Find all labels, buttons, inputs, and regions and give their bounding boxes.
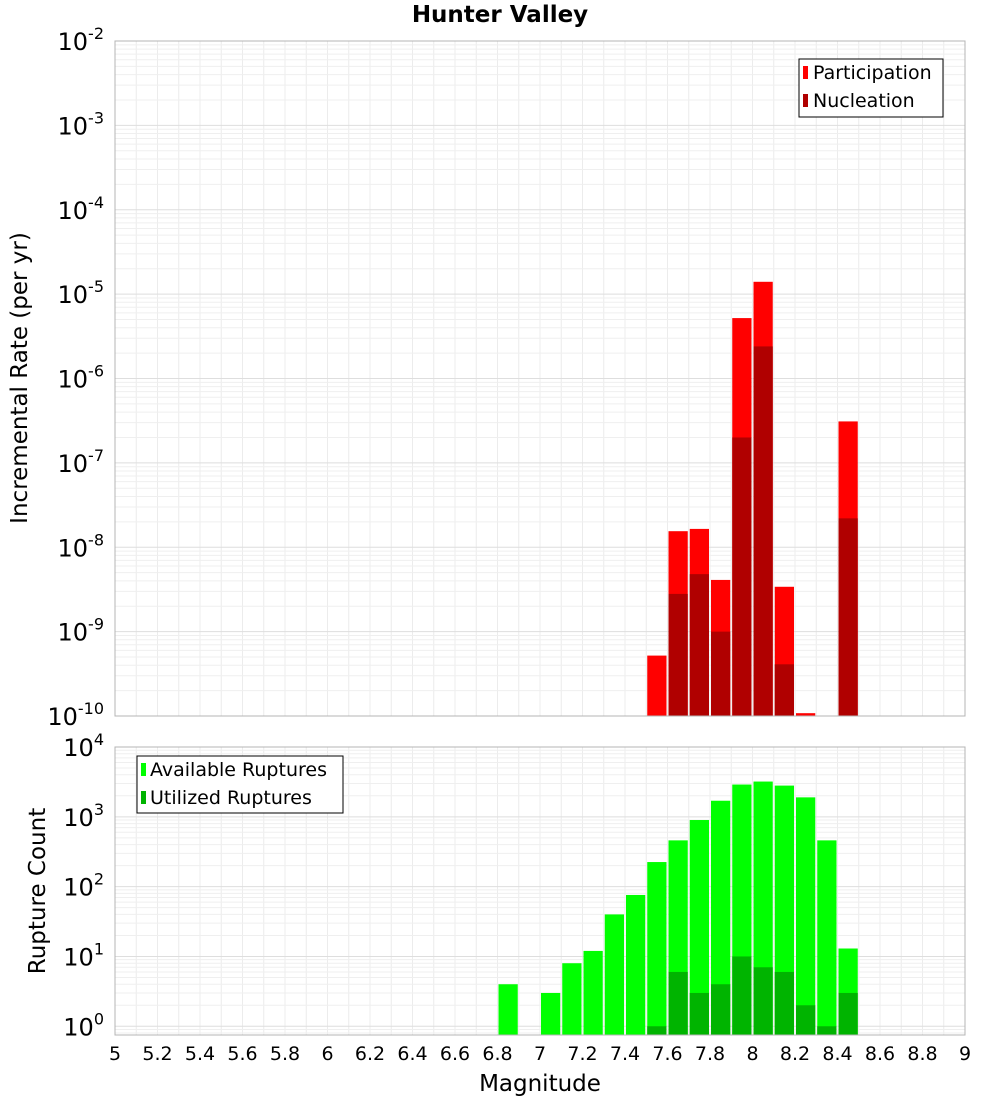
top-y-tick-labels: 10-2 10-3 10-4 10-5 10-6 10-7 10-8 10-9 10-10 <box>47 24 104 731</box>
x-tick-label: 8 <box>746 1043 758 1065</box>
x-tick-label: 8.4 <box>822 1043 852 1065</box>
bottom-legend: Available Ruptures Utilized Ruptures <box>136 755 344 814</box>
y-tick-label: 102 <box>63 870 104 902</box>
y-tick-label: 10-6 <box>58 362 105 394</box>
bar-available-ruptures <box>541 992 561 1035</box>
x-tick-label: 6 <box>321 1043 333 1065</box>
bar-available-ruptures <box>498 984 518 1035</box>
bar-available-ruptures <box>689 820 709 1035</box>
bar-participation <box>796 713 816 716</box>
bar-available-ruptures <box>711 800 731 1035</box>
bar-nucleation <box>753 346 773 716</box>
y-tick-label: 100 <box>63 1009 104 1041</box>
x-tick-label: 7.8 <box>695 1043 725 1065</box>
bottom-y-axis-label: Rupture Count <box>25 808 51 974</box>
bar-utilized-ruptures <box>774 971 794 1035</box>
y-tick-label: 10-4 <box>58 193 105 225</box>
legend-label-utilized: Utilized Ruptures <box>150 787 312 809</box>
bar-available-ruptures <box>604 914 624 1035</box>
bar-available-ruptures <box>647 862 667 1035</box>
bar-available-ruptures <box>583 950 603 1035</box>
bar-participation <box>647 655 667 716</box>
x-tick-label: 5.6 <box>227 1043 257 1065</box>
x-tick-label: 6.6 <box>440 1043 470 1065</box>
bar-nucleation <box>668 593 688 716</box>
y-tick-label: 10-2 <box>58 24 105 56</box>
top-legend-box <box>798 58 944 118</box>
legend-swatch-participation <box>803 66 808 79</box>
bar-nucleation <box>838 518 858 716</box>
x-tick-label: 5.4 <box>185 1043 215 1065</box>
bar-utilized-ruptures <box>711 984 731 1035</box>
y-tick-label: 104 <box>63 730 104 762</box>
y-tick-label: 101 <box>63 939 104 971</box>
bar-utilized-ruptures <box>732 956 752 1035</box>
bottom-y-tick-labels: 104 103 102 101 100 <box>63 730 104 1041</box>
bar-nucleation <box>732 437 752 716</box>
bar-available-ruptures <box>626 894 646 1035</box>
y-tick-label: 10-3 <box>58 108 105 140</box>
bottom-bars <box>498 781 858 1035</box>
x-tick-label: 5 <box>109 1043 121 1065</box>
x-tick-label: 7.6 <box>652 1043 682 1065</box>
bar-available-ruptures <box>796 797 816 1035</box>
x-tick-labels: 5 5.2 5.4 5.6 5.8 6 6.2 6.4 6.6 6.8 7 7.2 7.4 7.6 7.8 8… <box>109 1043 971 1065</box>
x-tick-label: 7.2 <box>567 1043 597 1065</box>
x-tick-label: 5.8 <box>270 1043 300 1065</box>
x-tick-label: 7 <box>534 1043 546 1065</box>
y-tick-label: 10-7 <box>58 446 105 478</box>
bar-utilized-ruptures <box>647 1026 667 1035</box>
bar-nucleation <box>774 664 794 716</box>
top-plot-frame <box>114 40 966 717</box>
y-tick-label: 10-5 <box>58 277 105 309</box>
x-tick-label: 8.8 <box>907 1043 937 1065</box>
bar-available-ruptures <box>562 963 582 1035</box>
x-tick-label: 5.2 <box>142 1043 172 1065</box>
legend-swatch-utilized <box>141 791 146 804</box>
bottom-legend-box <box>136 755 344 814</box>
x-axis-label: Magnitude <box>479 1071 601 1097</box>
top-legend: Participation Nucleation <box>798 58 944 118</box>
y-tick-label: 10-10 <box>47 699 104 731</box>
x-tick-label: 8.6 <box>865 1043 895 1065</box>
bar-utilized-ruptures <box>668 971 688 1035</box>
x-tick-label: 6.8 <box>482 1043 512 1065</box>
bar-nucleation <box>689 574 709 716</box>
legend-label-available: Available Ruptures <box>150 759 327 781</box>
legend-label-nucleation: Nucleation <box>813 90 915 112</box>
y-tick-label: 10-8 <box>58 530 105 562</box>
x-tick-label: 7.4 <box>610 1043 640 1065</box>
bar-utilized-ruptures <box>689 992 709 1035</box>
bottom-plot-frame <box>114 746 966 1036</box>
bar-utilized-ruptures <box>838 992 858 1035</box>
x-tick-label: 9 <box>959 1043 971 1065</box>
top-panel: 10-2 10-3 10-4 10-5 10-6 10-7 10-8 10-9 10-10 In… <box>7 24 966 731</box>
top-grid <box>114 40 966 717</box>
y-tick-label: 10-9 <box>58 615 105 647</box>
legend-swatch-nucleation <box>803 94 808 107</box>
legend-swatch-available <box>141 763 146 776</box>
x-tick-label: 8.2 <box>780 1043 810 1065</box>
bar-available-ruptures <box>817 840 837 1035</box>
top-bars <box>647 281 858 716</box>
bar-nucleation <box>711 631 731 716</box>
bar-utilized-ruptures <box>817 1026 837 1035</box>
bar-utilized-ruptures <box>753 967 773 1035</box>
legend-label-participation: Participation <box>813 62 932 84</box>
bottom-panel: 104 103 102 101 100 5 5.2 5.4 5.6 5.8 6 6.2 6.4 6.6 6… <box>25 730 971 1097</box>
y-tick-label: 103 <box>63 800 104 832</box>
bar-utilized-ruptures <box>796 1005 816 1035</box>
chart-title: Hunter Valley <box>412 2 588 28</box>
x-tick-label: 6.4 <box>397 1043 427 1065</box>
top-y-axis-label: Incremental Rate (per yr) <box>7 232 33 524</box>
x-tick-label: 6.2 <box>355 1043 385 1065</box>
